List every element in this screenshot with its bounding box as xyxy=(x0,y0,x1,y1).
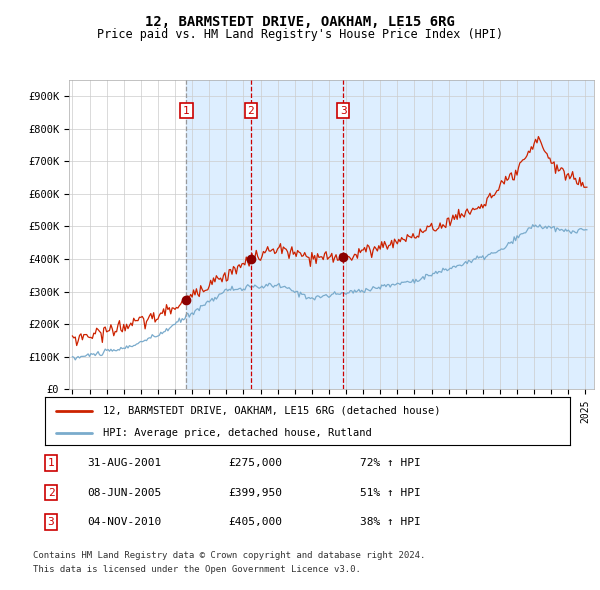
Text: 72% ↑ HPI: 72% ↑ HPI xyxy=(360,458,421,468)
Text: 12, BARMSTEDT DRIVE, OAKHAM, LE15 6RG: 12, BARMSTEDT DRIVE, OAKHAM, LE15 6RG xyxy=(145,15,455,29)
Text: 12, BARMSTEDT DRIVE, OAKHAM, LE15 6RG (detached house): 12, BARMSTEDT DRIVE, OAKHAM, LE15 6RG (d… xyxy=(103,405,440,415)
Text: 04-NOV-2010: 04-NOV-2010 xyxy=(87,517,161,527)
Text: 31-AUG-2001: 31-AUG-2001 xyxy=(87,458,161,468)
Text: 2: 2 xyxy=(47,488,55,497)
Bar xyxy=(343,80,594,389)
Text: 3: 3 xyxy=(340,106,347,116)
Text: 3: 3 xyxy=(47,517,55,527)
Text: £275,000: £275,000 xyxy=(228,458,282,468)
Text: This data is licensed under the Open Government Licence v3.0.: This data is licensed under the Open Gov… xyxy=(33,565,361,574)
Text: 1: 1 xyxy=(47,458,55,468)
Text: £399,950: £399,950 xyxy=(228,488,282,497)
Bar xyxy=(251,80,343,389)
Text: 08-JUN-2005: 08-JUN-2005 xyxy=(87,488,161,497)
Text: 1: 1 xyxy=(183,106,190,116)
Text: HPI: Average price, detached house, Rutland: HPI: Average price, detached house, Rutl… xyxy=(103,428,371,438)
Text: £405,000: £405,000 xyxy=(228,517,282,527)
Bar xyxy=(187,80,251,389)
Text: Price paid vs. HM Land Registry's House Price Index (HPI): Price paid vs. HM Land Registry's House … xyxy=(97,28,503,41)
Text: 38% ↑ HPI: 38% ↑ HPI xyxy=(360,517,421,527)
Text: Contains HM Land Registry data © Crown copyright and database right 2024.: Contains HM Land Registry data © Crown c… xyxy=(33,551,425,560)
Text: 2: 2 xyxy=(248,106,254,116)
Text: 51% ↑ HPI: 51% ↑ HPI xyxy=(360,488,421,497)
